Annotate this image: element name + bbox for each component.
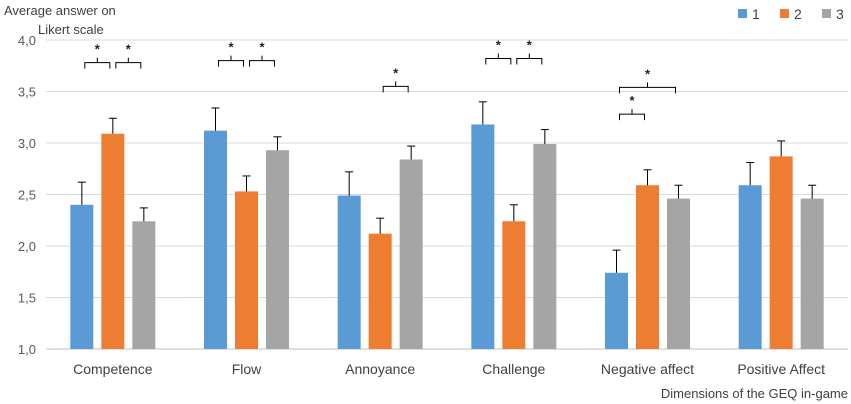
bar-series-2 xyxy=(769,156,793,349)
bar-series-1 xyxy=(738,185,762,349)
bar-series-1 xyxy=(204,130,227,349)
significance-bracket xyxy=(516,53,543,65)
y-tick-label: 3,0 xyxy=(18,136,36,151)
significance-bracket xyxy=(218,55,244,67)
legend: 1 2 3 xyxy=(738,6,844,22)
bar-series-2 xyxy=(368,233,392,349)
category-labels: Competence Flow Annoyance Challenge Negative… xyxy=(73,361,825,377)
y-tick-label: 1,5 xyxy=(18,291,36,306)
significance-mark: * xyxy=(95,42,101,57)
y-tick-label: 3,5 xyxy=(18,85,36,100)
significance-mark: * xyxy=(259,40,265,55)
legend-label-1: 1 xyxy=(752,6,760,22)
bar-series-2 xyxy=(101,133,125,349)
significance-mark: * xyxy=(645,66,651,81)
significance-mark: * xyxy=(527,38,533,53)
x-category-label: Positive Affect xyxy=(737,361,825,377)
y-tick-label: 2,0 xyxy=(18,239,36,254)
legend-swatch-3 xyxy=(822,9,831,18)
legend-swatch-1 xyxy=(738,9,747,18)
legend-label-3: 3 xyxy=(836,6,844,22)
legend-swatch-2 xyxy=(780,9,789,18)
bar-series-3 xyxy=(533,144,557,349)
y-tick-label: 1,0 xyxy=(18,342,36,357)
y-axis-title-line1: Average answer on xyxy=(4,3,116,18)
bar-series-3 xyxy=(399,159,423,349)
bar-series-3 xyxy=(667,198,690,349)
bars xyxy=(70,124,824,350)
legend-label-2: 2 xyxy=(794,6,802,22)
significance-mark: * xyxy=(228,40,234,55)
x-category-label: Competence xyxy=(73,361,153,377)
significance-bracket xyxy=(485,53,512,65)
significance-bracket xyxy=(619,82,676,94)
bar-series-1 xyxy=(605,272,628,349)
bar-series-1 xyxy=(337,195,361,349)
bar-series-2 xyxy=(502,221,526,349)
bar-series-1 xyxy=(70,204,94,349)
bar-series-3 xyxy=(132,221,156,349)
significance-mark: * xyxy=(629,93,635,108)
significance-mark: * xyxy=(496,38,502,53)
y-tick-label: 4,0 xyxy=(18,33,36,48)
x-axis-title: Dimensions of the GEQ in-game xyxy=(661,386,848,401)
bar-series-2 xyxy=(235,191,258,349)
y-axis-title-line2: Likert scale xyxy=(38,22,104,37)
significance-bracket xyxy=(619,109,645,121)
significance-bracket xyxy=(249,55,275,67)
significance-mark: * xyxy=(126,42,132,57)
significance-mark: * xyxy=(393,65,399,80)
y-tick-label: 2,5 xyxy=(18,188,36,203)
bar-series-1 xyxy=(471,124,495,350)
x-category-label: Negative affect xyxy=(601,361,694,377)
x-category-label: Flow xyxy=(232,361,262,377)
x-category-label: Annoyance xyxy=(345,361,415,377)
bar-series-3 xyxy=(266,150,289,349)
x-category-label: Challenge xyxy=(482,361,545,377)
gridlines xyxy=(46,39,848,350)
bar-series-3 xyxy=(800,198,824,349)
significance-bracket xyxy=(84,57,111,69)
y-axis-ticks: 1,0 1,5 2,0 2,5 3,0 3,5 4,0 xyxy=(18,33,36,357)
significance-brackets: * * * * * * * * * xyxy=(84,38,676,121)
significance-bracket xyxy=(115,57,142,69)
significance-bracket xyxy=(382,81,409,93)
error-bars xyxy=(77,101,817,273)
bar-series-2 xyxy=(636,185,659,349)
